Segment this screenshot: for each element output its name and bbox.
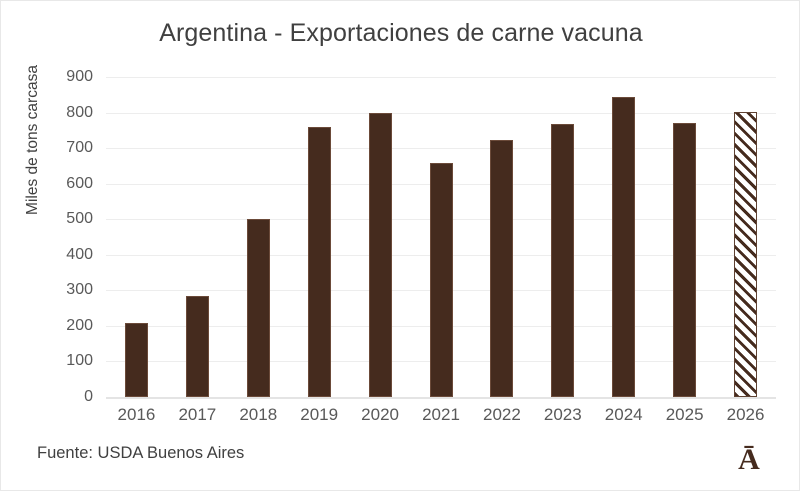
x-axis-tick-label-2016: 2016 (117, 405, 156, 424)
bars-layer (106, 77, 776, 397)
x-axis-tick-label-2018: 2018 (239, 405, 278, 424)
bar-2016[interactable] (124, 323, 148, 397)
y-axis-tick-label: 900 (66, 68, 93, 85)
gridline (106, 112, 776, 114)
gridline (106, 397, 776, 399)
y-axis-tick-label: 500 (66, 210, 93, 228)
x-axis-tick-label-2017: 2017 (178, 405, 217, 424)
y-axis-tick-label: 400 (66, 245, 93, 263)
bar-2025[interactable] (673, 122, 697, 397)
x-axis-tick-label-2019: 2019 (300, 405, 339, 424)
page-title: Argentina - Exportaciones de carne vacun… (159, 19, 643, 47)
x-axis-tick-label-2023: 2023 (543, 405, 582, 424)
x-axis-tick-label-2025: 2025 (665, 405, 704, 424)
x-axis-tick-label-2026: 2026 (726, 405, 765, 424)
x-axis-tick-label-2020: 2020 (361, 405, 399, 424)
brand-logo-icon: Ā (738, 443, 760, 476)
bar-2026[interactable] (734, 111, 758, 397)
bar-2024[interactable] (612, 96, 636, 397)
bar-2018[interactable] (246, 219, 270, 397)
x-axis-tick-label-2022: 2022 (482, 405, 521, 424)
y-axis-tick-label: 0 (84, 388, 93, 405)
x-axis-tick-label-2021: 2021 (422, 405, 460, 424)
bar-2021[interactable] (429, 163, 453, 397)
bar-2017[interactable] (185, 296, 209, 397)
bar-2023[interactable] (551, 123, 575, 397)
gridline (106, 148, 776, 150)
bar-2022[interactable] (490, 139, 514, 397)
gridline (106, 77, 776, 78)
y-axis-tick-label: 600 (66, 174, 93, 192)
plot-area (106, 77, 776, 399)
y-axis-tick-label: 200 (66, 316, 93, 334)
y-axis-tick-label: 800 (66, 103, 93, 121)
x-axis-tick-label-2024: 2024 (604, 405, 643, 424)
bar-2020[interactable] (368, 112, 392, 397)
y-axis-tick-label: 100 (66, 352, 93, 370)
bar-2019[interactable] (307, 126, 331, 397)
y-axis-tick-label: 700 (66, 139, 93, 157)
source-note: Fuente: USDA Buenos Aires (37, 444, 245, 462)
y-axis-tick-label: 300 (66, 281, 93, 299)
